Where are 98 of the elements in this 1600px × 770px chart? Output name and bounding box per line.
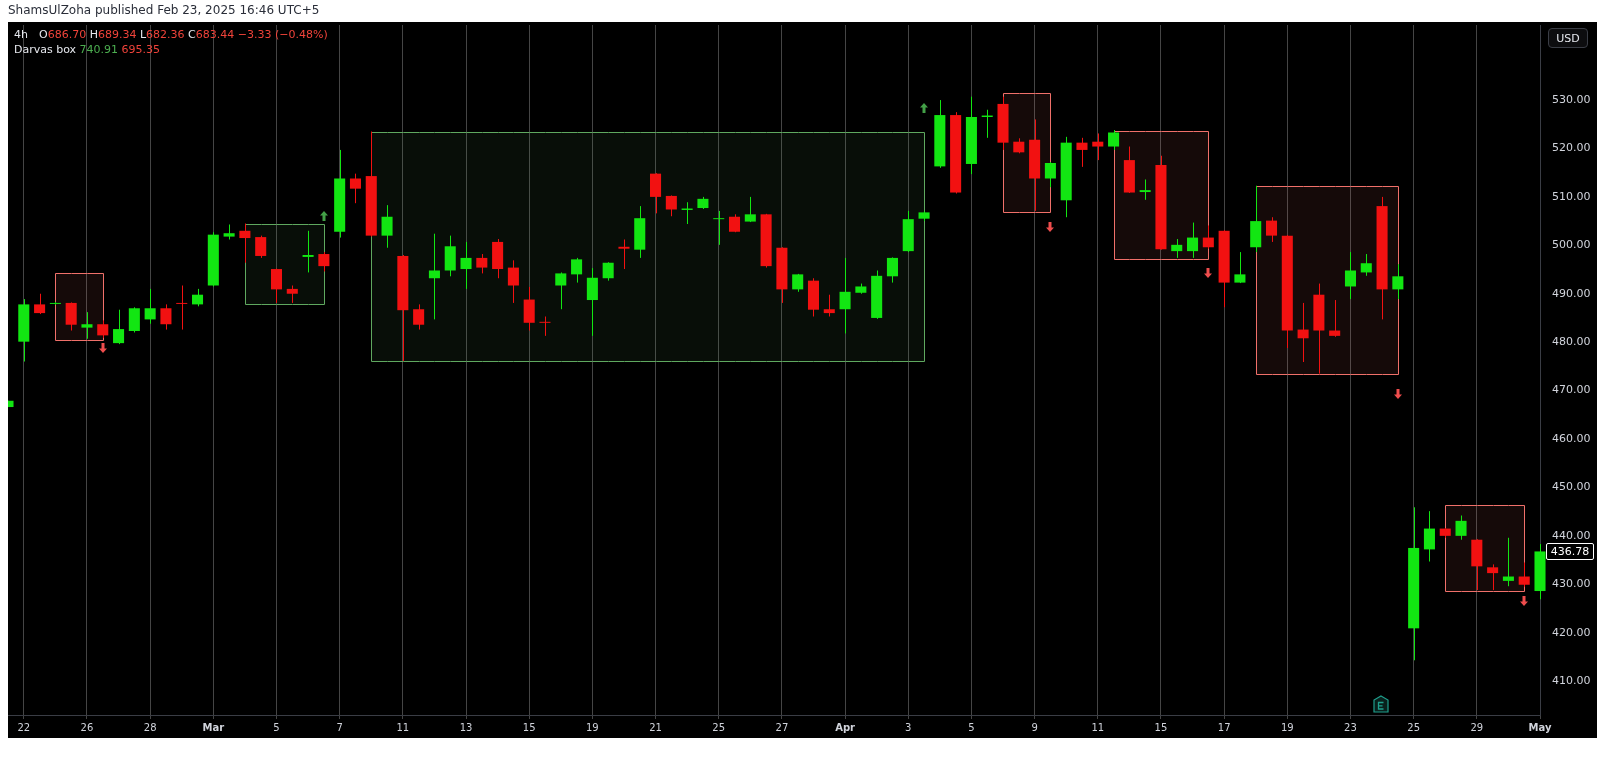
candlestick bbox=[144, 288, 156, 325]
y-tick-label: 520.00 bbox=[1552, 141, 1591, 155]
x-tick-label: 25 bbox=[1407, 721, 1421, 733]
x-tick-label: 15 bbox=[522, 721, 536, 733]
candlestick bbox=[523, 286, 535, 332]
y-tick-label: 510.00 bbox=[1552, 189, 1591, 203]
x-tick-label: 5 bbox=[273, 721, 280, 733]
x-tick-label: 5 bbox=[968, 721, 975, 733]
y-tick-label: 460.00 bbox=[1552, 431, 1591, 445]
x-tick-label: 3 bbox=[905, 721, 912, 733]
candlestick bbox=[1076, 137, 1088, 168]
candlestick bbox=[571, 257, 583, 284]
candlestick bbox=[302, 230, 314, 273]
candlestick bbox=[460, 241, 472, 290]
candlestick bbox=[1297, 302, 1309, 363]
chart-title: 4h bbox=[14, 28, 28, 41]
candlestick bbox=[1423, 510, 1435, 563]
candlestick bbox=[81, 311, 93, 340]
y-tick-label: 490.00 bbox=[1552, 286, 1591, 300]
candlestick bbox=[476, 253, 488, 274]
candlestick bbox=[602, 261, 614, 282]
y-tick-label: 470.00 bbox=[1552, 383, 1591, 397]
candlestick bbox=[1044, 161, 1056, 188]
x-tick-label: 13 bbox=[459, 721, 473, 733]
candlestick bbox=[1202, 224, 1214, 250]
x-tick-label: 28 bbox=[143, 721, 157, 733]
x-tick-label: 27 bbox=[775, 721, 789, 733]
candlestick bbox=[1234, 251, 1246, 284]
candlestick bbox=[113, 309, 125, 345]
x-tick-label: 19 bbox=[1280, 721, 1294, 733]
candlestick bbox=[839, 257, 851, 334]
candlestick bbox=[507, 259, 519, 304]
text: O686.70 H689.34 L682.36 C683.44 −3.33 (−0.48%) bbox=[38, 28, 328, 41]
candlestick bbox=[1344, 251, 1356, 300]
candlestick bbox=[886, 256, 898, 284]
candlestick bbox=[160, 303, 172, 331]
x-tick-label: Apr bbox=[835, 721, 856, 733]
x-tick-label: May bbox=[1528, 721, 1552, 733]
candlestick bbox=[539, 316, 551, 337]
y-tick-label: 450.00 bbox=[1552, 480, 1591, 494]
candlestick bbox=[618, 239, 630, 270]
candlestick bbox=[349, 173, 361, 204]
candlestick bbox=[1171, 238, 1183, 259]
candlestick bbox=[1092, 132, 1104, 161]
candlestick bbox=[1392, 263, 1404, 300]
candlestick bbox=[318, 251, 330, 272]
text: ShamsUlZoha published Feb 23, 2025 16:46 UTC+5 bbox=[8, 3, 320, 17]
candlestick bbox=[586, 267, 598, 337]
candlestick bbox=[176, 285, 188, 331]
candlestick bbox=[1265, 216, 1278, 243]
candlestick bbox=[1487, 563, 1499, 591]
candlestick bbox=[665, 194, 677, 217]
candlestick bbox=[650, 172, 662, 214]
candlestick bbox=[1108, 129, 1120, 151]
x-tick-label: 15 bbox=[1154, 721, 1168, 733]
y-tick-label: 500.00 bbox=[1552, 238, 1591, 252]
candlestick bbox=[65, 301, 77, 332]
x-tick-label: 29 bbox=[1470, 721, 1484, 733]
x-tick-label: 23 bbox=[1344, 721, 1357, 733]
y-tick-label: 430.00 bbox=[1552, 577, 1591, 591]
candlestick bbox=[428, 233, 440, 320]
candlestick bbox=[1187, 222, 1199, 259]
candlestick bbox=[34, 293, 46, 315]
annotation: Darvas box 740.91 695.35 bbox=[14, 43, 161, 56]
x-tick-label: 21 bbox=[649, 721, 662, 733]
candlestick bbox=[413, 303, 425, 331]
x-tick-label: 26 bbox=[80, 721, 94, 733]
candlestick bbox=[381, 204, 393, 249]
candlestick bbox=[823, 294, 835, 317]
x-tick-label: 9 bbox=[1031, 721, 1038, 733]
candlestick bbox=[1360, 253, 1372, 277]
y-tick-label: 440.00 bbox=[1552, 528, 1591, 542]
x-tick-label: 7 bbox=[336, 721, 343, 733]
x-tick-label: 17 bbox=[1217, 721, 1231, 733]
x-tick-label: Mar bbox=[202, 721, 225, 733]
candlestick bbox=[744, 196, 756, 223]
candlestick bbox=[555, 271, 567, 310]
y-tick-label: 410.00 bbox=[1552, 673, 1591, 687]
candlestick bbox=[1502, 537, 1514, 587]
x-tick-label: 25 bbox=[712, 721, 726, 733]
x-tick-label: 22 bbox=[17, 721, 31, 733]
candlestick bbox=[1139, 178, 1151, 201]
y-tick-label: 480.00 bbox=[1552, 335, 1591, 349]
candlestick bbox=[1455, 515, 1467, 541]
x-tick-label: 19 bbox=[586, 721, 599, 733]
text: 436.78 bbox=[1546, 542, 1594, 560]
candlestick bbox=[270, 268, 283, 304]
candlestick bbox=[255, 235, 267, 259]
y-tick-label: 420.00 bbox=[1552, 625, 1591, 639]
x-tick-label: 11 bbox=[396, 721, 410, 733]
x-tick-label: 11 bbox=[1091, 721, 1105, 733]
candlestick bbox=[239, 223, 251, 264]
y-axis-title: USD bbox=[1548, 28, 1588, 48]
candlestick bbox=[1329, 299, 1341, 338]
y-tick-label: 530.00 bbox=[1552, 92, 1591, 106]
candlestick bbox=[128, 306, 140, 333]
candlestick bbox=[713, 210, 725, 246]
candlestick bbox=[1518, 561, 1530, 588]
